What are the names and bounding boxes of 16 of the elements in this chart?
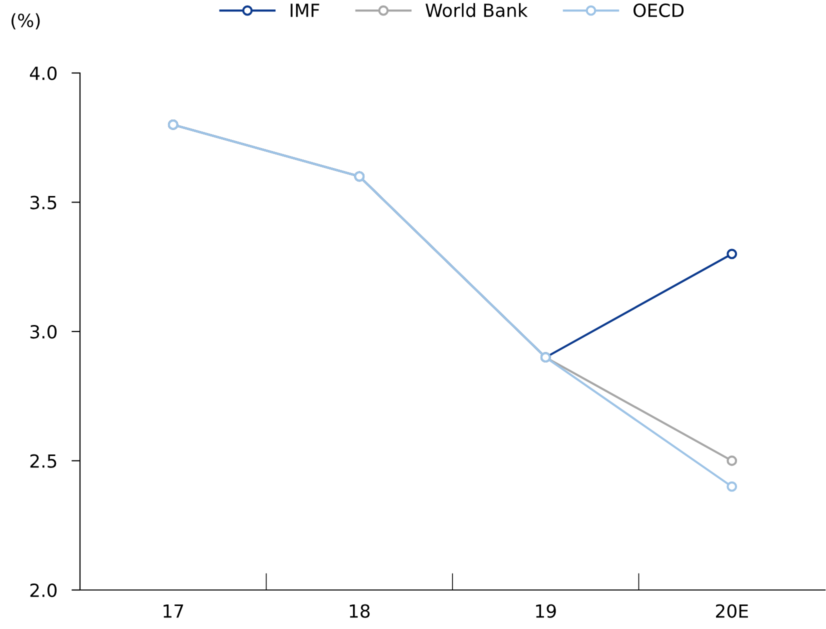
point	[726, 248, 738, 260]
legend-label: OECD	[634, 3, 684, 18]
y-tick-label: 4.0	[30, 66, 57, 80]
y-tick-label: 3.0	[30, 324, 57, 339]
y-tick-label: 2.5	[30, 454, 56, 468]
y-tick-label: 2.0	[30, 583, 57, 598]
x-tick-label: 17	[164, 604, 184, 618]
y-axis-title: (%)	[12, 13, 40, 30]
x-tick-label: 18	[350, 604, 370, 618]
point	[726, 481, 738, 492]
legend-label: IMF	[290, 4, 320, 17]
legend-label: World Bank	[426, 3, 528, 18]
x-tick-label: 20E	[716, 604, 748, 618]
y-tick-label: 3.5	[30, 196, 56, 210]
x-tick-label: 19	[536, 604, 556, 618]
point	[726, 456, 738, 466]
